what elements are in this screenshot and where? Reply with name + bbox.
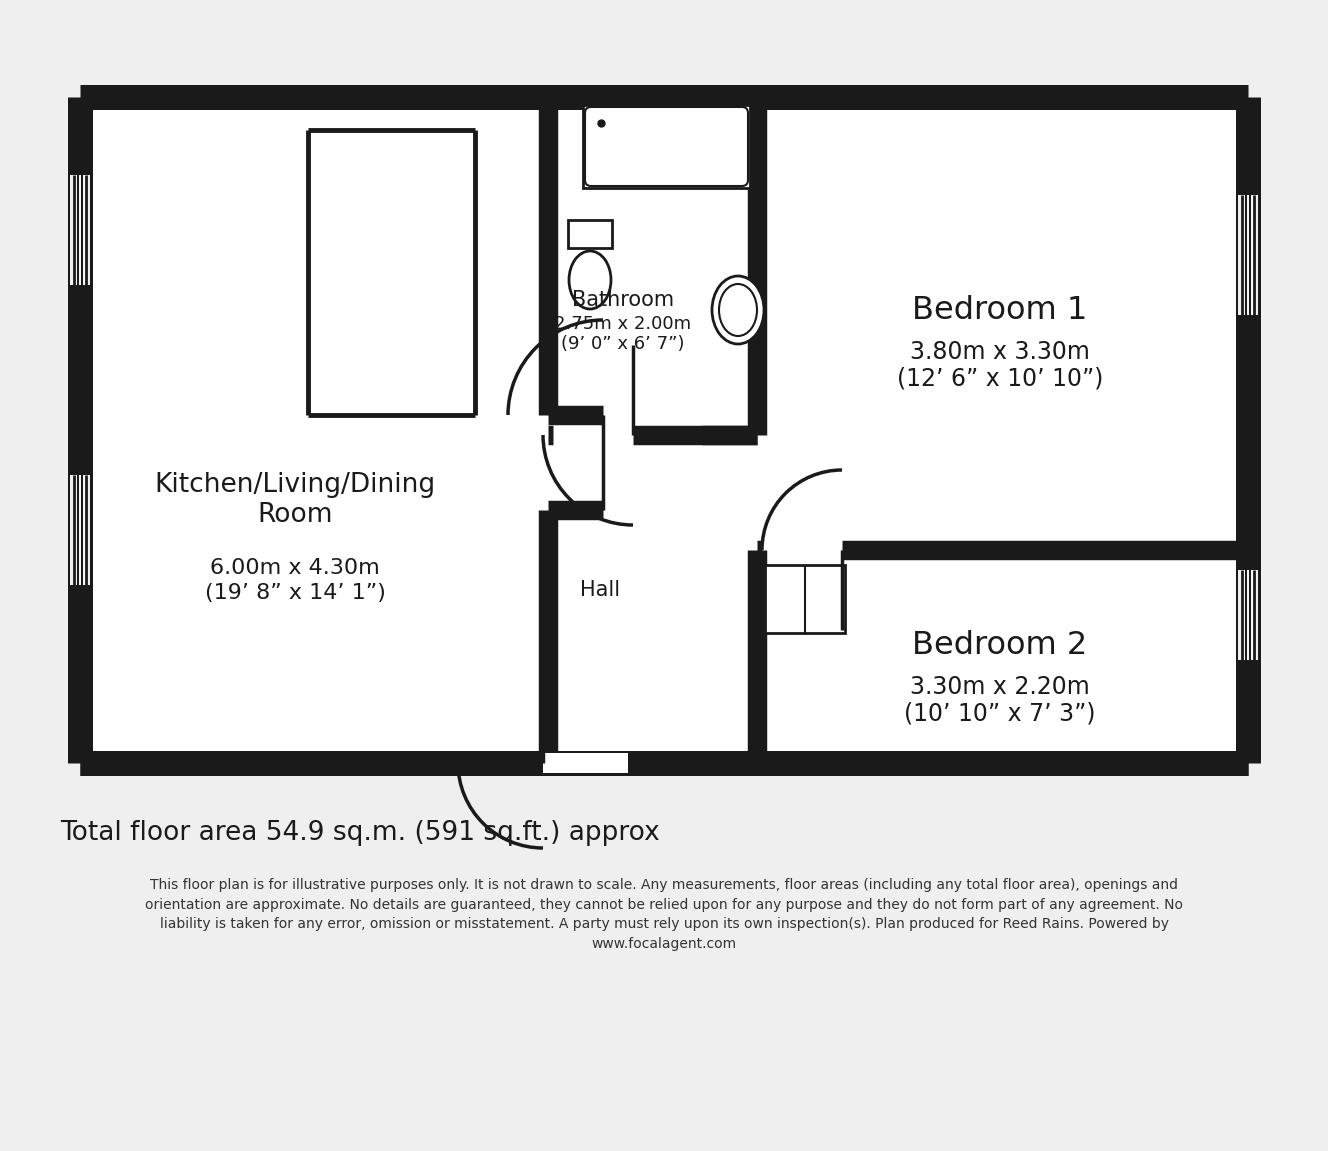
Bar xyxy=(74,475,86,585)
Bar xyxy=(80,97,1248,763)
Bar xyxy=(1238,570,1258,660)
Text: 3.30m x 2.20m: 3.30m x 2.20m xyxy=(910,674,1090,699)
FancyBboxPatch shape xyxy=(586,107,748,186)
Text: (10’ 10” x 7’ 3”): (10’ 10” x 7’ 3”) xyxy=(904,701,1096,725)
Ellipse shape xyxy=(568,251,611,308)
Bar xyxy=(568,220,612,247)
Text: (19’ 8” x 14’ 1”): (19’ 8” x 14’ 1”) xyxy=(205,584,385,603)
Bar xyxy=(70,475,90,585)
Text: Bathroom: Bathroom xyxy=(572,290,675,310)
Text: Kitchen/Living/Dining
Room: Kitchen/Living/Dining Room xyxy=(154,472,436,528)
Text: (9’ 0” x 6’ 7”): (9’ 0” x 6’ 7”) xyxy=(562,335,685,353)
Text: Bedroom 1: Bedroom 1 xyxy=(912,295,1088,326)
Text: 2.75m x 2.00m: 2.75m x 2.00m xyxy=(554,315,692,333)
Bar xyxy=(70,175,90,285)
Text: Total floor area 54.9 sq.m. (591 sq.ft.) approx: Total floor area 54.9 sq.m. (591 sq.ft.)… xyxy=(60,820,660,846)
Bar xyxy=(765,565,845,633)
Text: (12’ 6” x 10’ 10”): (12’ 6” x 10’ 10”) xyxy=(896,366,1104,390)
Bar xyxy=(1238,195,1258,315)
Ellipse shape xyxy=(712,276,764,344)
Text: 3.80m x 3.30m: 3.80m x 3.30m xyxy=(910,340,1090,364)
Bar xyxy=(74,175,86,285)
Text: Hall: Hall xyxy=(580,580,620,600)
Text: 6.00m x 4.30m: 6.00m x 4.30m xyxy=(210,558,380,578)
Bar xyxy=(583,105,750,188)
Text: This floor plan is for illustrative purposes only. It is not drawn to scale. Any: This floor plan is for illustrative purp… xyxy=(145,878,1183,951)
Bar xyxy=(543,753,628,773)
Text: Bedroom 2: Bedroom 2 xyxy=(912,630,1088,661)
Bar xyxy=(1242,195,1254,315)
Ellipse shape xyxy=(718,284,757,336)
Bar xyxy=(1242,570,1254,660)
